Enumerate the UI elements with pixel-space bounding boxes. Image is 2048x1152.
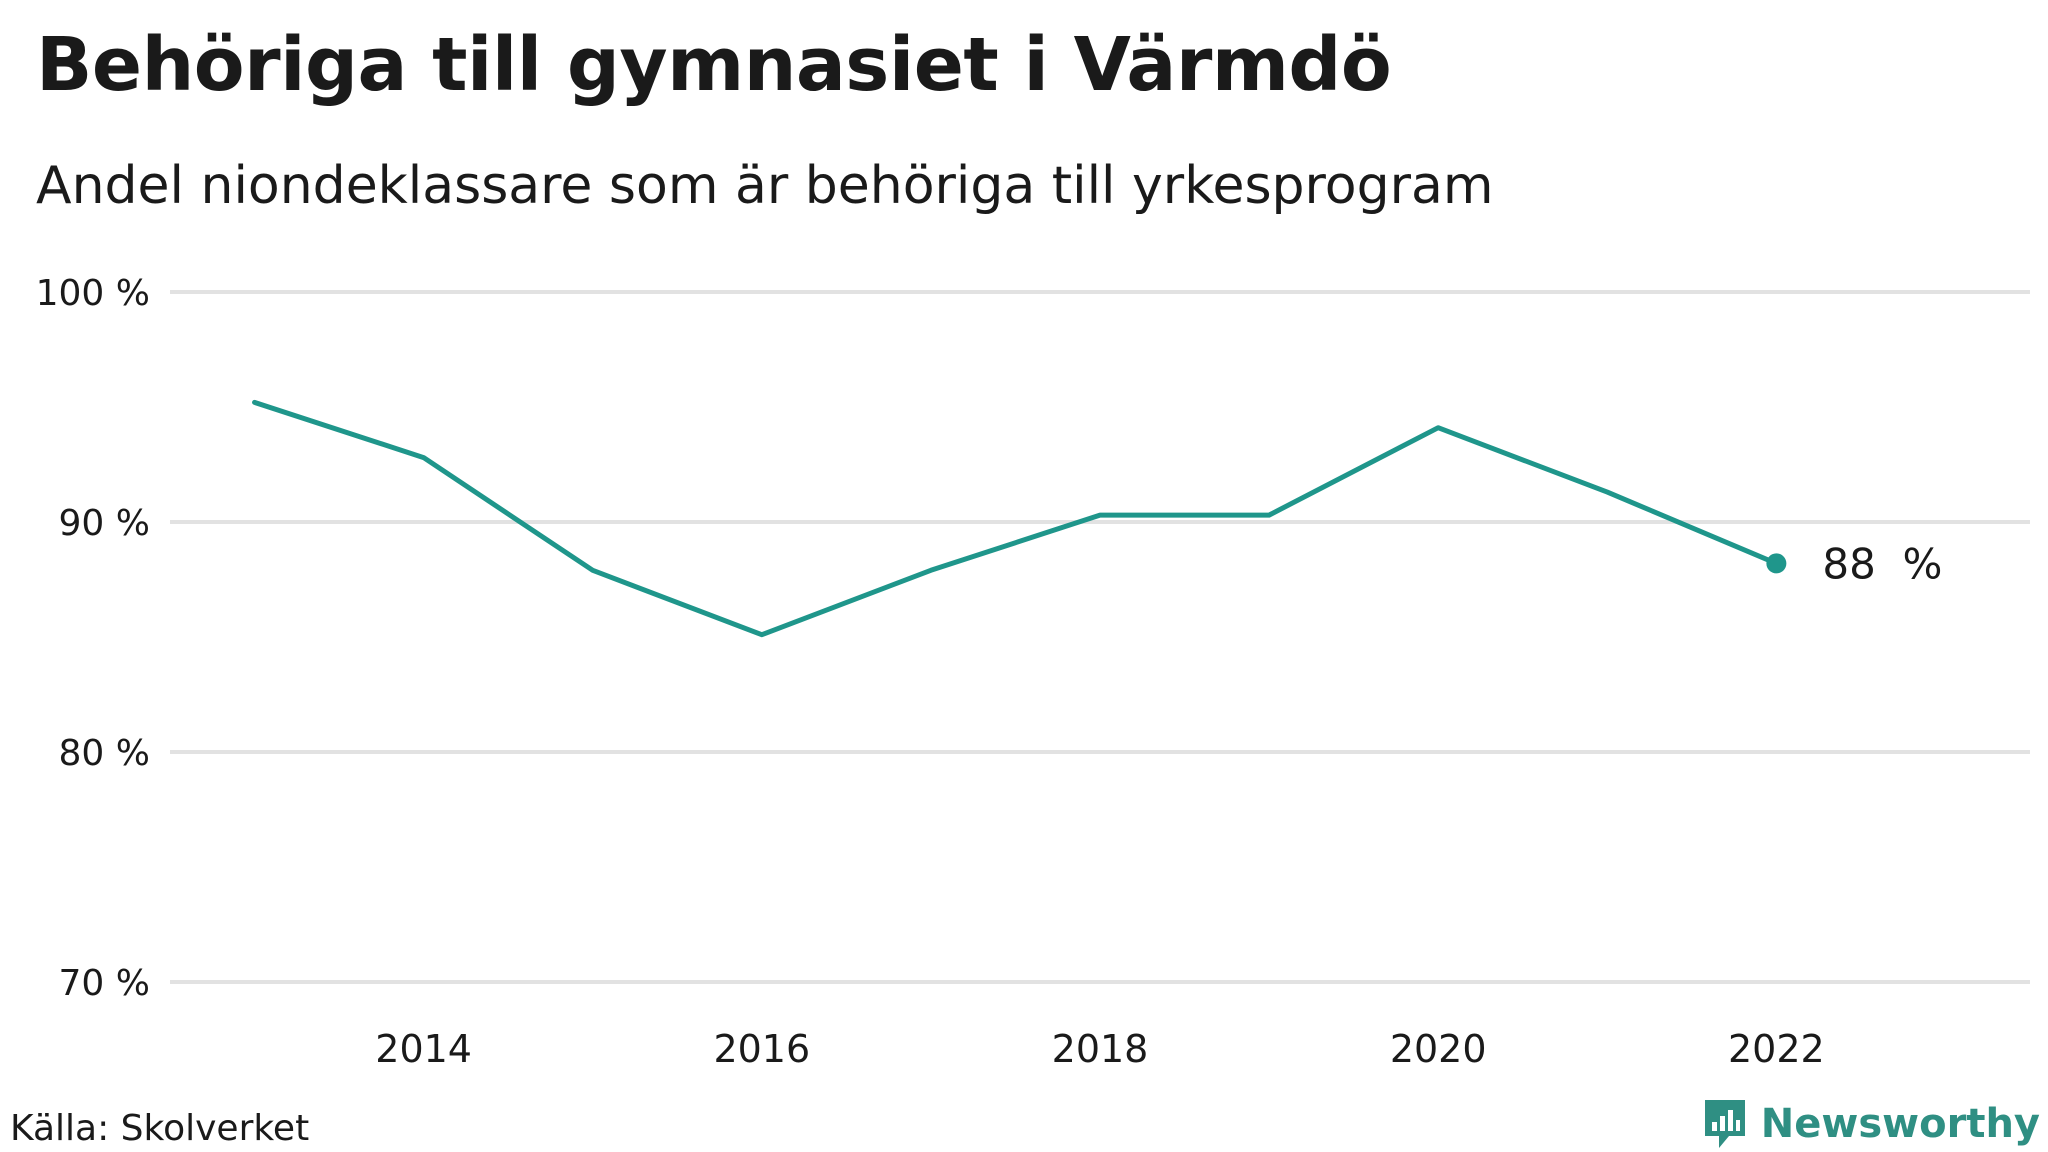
x-tick-label: 2020: [1390, 1027, 1487, 1071]
series-line: [252, 399, 1779, 638]
end-value-label: 88 %: [1822, 539, 1942, 588]
y-tick-label: 100 %: [36, 273, 150, 314]
y-tick-label: 80 %: [59, 733, 150, 774]
chart-subtitle: Andel niondeklassare som är behöriga til…: [36, 156, 1494, 216]
chart-title: Behöriga till gymnasiet i Värmdö: [36, 22, 1392, 108]
brand-name: Newsworthy: [1760, 1101, 2040, 1147]
x-tick-label: 2014: [375, 1027, 472, 1071]
x-tick-label: 2018: [1052, 1027, 1149, 1071]
source-note: Källa: Skolverket: [10, 1108, 310, 1149]
y-tick-label: 90 %: [59, 503, 150, 544]
x-tick-label: 2016: [713, 1027, 810, 1071]
brand-logo: Newsworthy: [1701, 1096, 2040, 1152]
end-point-marker: [1766, 553, 1787, 574]
bar-chart-speech-bubble-icon: [1704, 1100, 1745, 1148]
x-tick-label: 2022: [1728, 1027, 1825, 1071]
y-tick-label: 70 %: [59, 963, 150, 1004]
